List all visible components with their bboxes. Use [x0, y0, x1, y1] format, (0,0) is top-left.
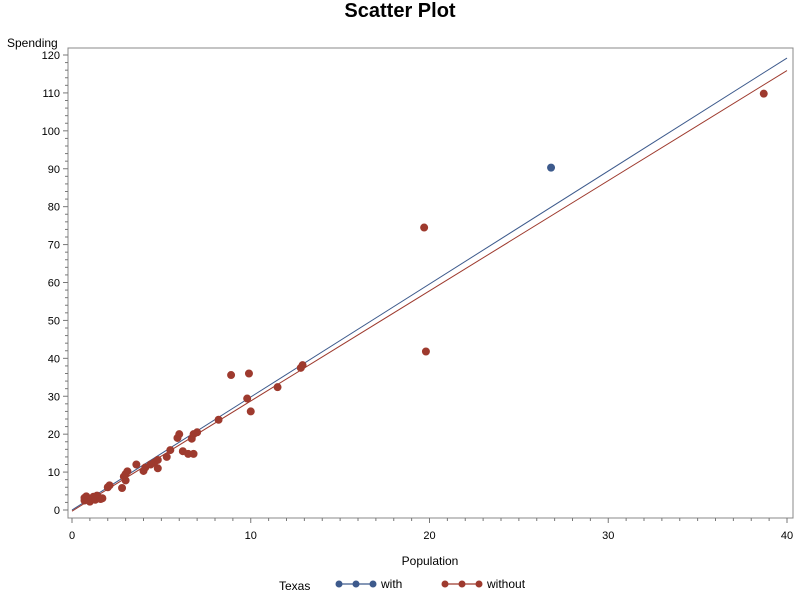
- x-tick-label: 0: [69, 530, 75, 542]
- y-tick-label: 100: [42, 126, 60, 138]
- y-tick-label: 110: [42, 88, 60, 100]
- point-without: [189, 449, 198, 458]
- legend-items: with without: [335, 577, 526, 591]
- point-without: [105, 481, 114, 490]
- legend: Texas with without: [279, 577, 526, 593]
- fit-line-with: [71, 57, 788, 511]
- legend-marker: [475, 580, 483, 588]
- point-without: [162, 452, 171, 461]
- point-without: [123, 467, 132, 476]
- regression-lines: [71, 57, 788, 512]
- legend-marker: [352, 580, 360, 588]
- point-without: [244, 369, 253, 378]
- legend-item-without: without: [441, 577, 526, 591]
- point-without: [421, 347, 430, 356]
- legend-marker: [369, 580, 377, 588]
- chart-title: Scatter Plot: [344, 0, 455, 22]
- y-axis-label: Spending: [7, 36, 58, 50]
- point-without: [246, 407, 255, 416]
- point-without: [193, 428, 202, 437]
- y-tick-label: 120: [42, 50, 60, 62]
- legend-label: without: [486, 577, 526, 591]
- x-axis-label: Population: [402, 554, 459, 568]
- point-without: [166, 446, 175, 455]
- point-without: [759, 89, 768, 98]
- y-tick-label: 20: [48, 429, 60, 441]
- x-tick-label: 30: [602, 530, 614, 542]
- point-without: [273, 383, 282, 392]
- point-without: [121, 476, 130, 485]
- point-without: [118, 484, 127, 493]
- y-tick-label: 70: [48, 240, 60, 252]
- legend-item-with: with: [335, 577, 402, 591]
- fit-line-without: [71, 70, 788, 512]
- point-without: [153, 464, 162, 473]
- y-tick-label: 50: [48, 315, 60, 327]
- point-without: [132, 460, 141, 469]
- y-tick-label: 40: [48, 353, 60, 365]
- point-without: [175, 430, 184, 439]
- x-tick-label: 10: [245, 530, 257, 542]
- legend-title: Texas: [279, 579, 310, 593]
- point-without: [420, 223, 429, 232]
- data-points: [80, 89, 768, 506]
- point-without: [214, 415, 223, 424]
- x-tick-label: 20: [423, 530, 435, 542]
- y-tick-label: 80: [48, 202, 60, 214]
- point-without: [298, 361, 307, 370]
- y-tick-label: 30: [48, 391, 60, 403]
- legend-marker: [335, 580, 343, 588]
- y-axis-ticks: 0 10 20 30 40 50 60 70 80 90 100 110 120: [42, 50, 68, 517]
- point-with: [547, 163, 556, 172]
- y-tick-label: 10: [48, 467, 60, 479]
- y-tick-label: 0: [54, 505, 60, 517]
- x-tick-label: 40: [781, 530, 793, 542]
- point-without: [243, 394, 252, 403]
- y-tick-label: 90: [48, 164, 60, 176]
- legend-label: with: [380, 577, 402, 591]
- legend-marker: [441, 580, 449, 588]
- point-without: [227, 371, 236, 380]
- point-without: [153, 455, 162, 464]
- x-axis-ticks: 0 10 20 30 40: [69, 518, 793, 542]
- point-without: [98, 494, 107, 503]
- legend-marker: [458, 580, 466, 588]
- y-tick-label: 60: [48, 278, 60, 290]
